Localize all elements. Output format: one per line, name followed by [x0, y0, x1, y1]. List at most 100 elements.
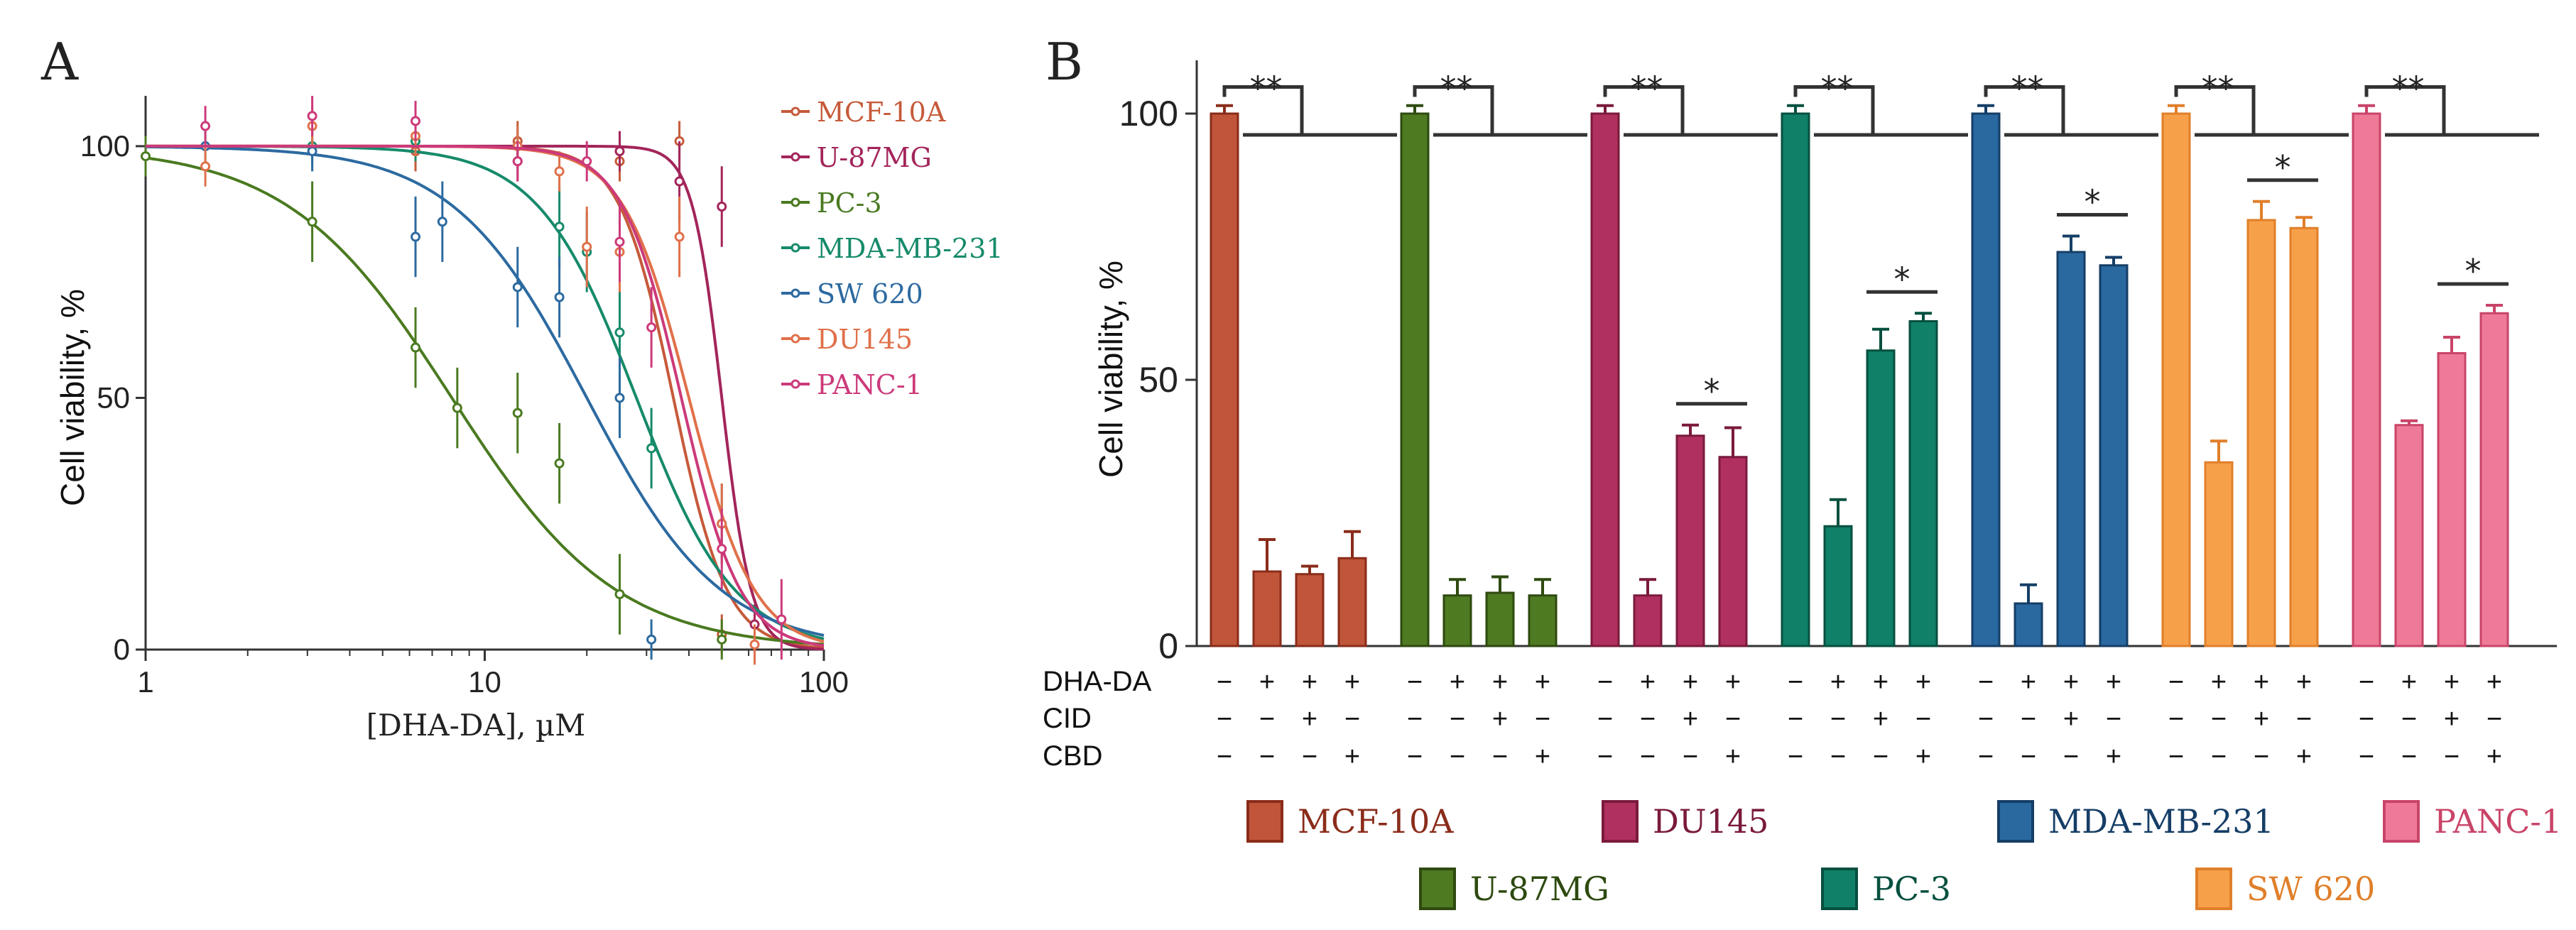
panel-b-condition-cbd-panc-1: − — [2401, 742, 2417, 772]
panel-b-condition-cid-u-87mg: + — [1492, 704, 1508, 734]
panel-a-legend-marker-panc-1 — [790, 379, 800, 389]
panel-b-condition-cbd-u-87mg: − — [1492, 742, 1508, 772]
panel-a-point-panc-1 — [614, 236, 625, 247]
panel-b-condition-cbd-u-87mg: + — [1535, 742, 1550, 772]
panel-a-legend-marker-sw-620 — [790, 288, 800, 298]
panel-b-bracket-mda-mb-231 — [1984, 85, 2065, 135]
panel-b-condition-cbd-u-87mg: − — [1407, 742, 1423, 772]
panel-b-condition-cbd-pc-3: − — [1788, 742, 1803, 772]
panel-b-condition-cid-pc-3: + — [1873, 704, 1888, 734]
panel-b-condition-cid-du145: − — [1640, 704, 1656, 734]
panel-b-sig-double-du145: ** — [1631, 70, 1663, 108]
panel-b-bar-mda-mb-231-3 — [2056, 251, 2086, 647]
panel-b-condition-dha-da-u-87mg: + — [1492, 667, 1508, 697]
panel-b-bracket-mcf-10a — [1222, 85, 1304, 135]
panel-b-bracket-u-87mg — [1413, 85, 1494, 135]
panel-a-point-pc-3 — [411, 342, 421, 353]
panel-b-condition-cbd-mcf-10a: − — [1217, 742, 1232, 772]
panel-b-bar-panc-1-2 — [2394, 424, 2424, 647]
panel-b-legend-label-mda-mb-231: MDA-MB-231 — [2048, 802, 2274, 841]
panel-a-legend-label-sw-620: SW 620 — [817, 278, 923, 310]
panel-b-condition-dha-da-panc-1: + — [2444, 667, 2460, 697]
panel-b-condition-cid-panc-1: − — [2401, 704, 2417, 734]
panel-a-y-axis-title: Cell viability, % — [54, 289, 91, 506]
panel-b-sig-double-mcf-10a: ** — [1250, 70, 1283, 108]
panel-b-condition-cid-panc-1: − — [2359, 704, 2374, 734]
panel-a-curve-sw-620 — [146, 145, 825, 637]
panel-a-point-du145 — [749, 639, 760, 650]
panel-b-letter: B — [1045, 32, 1083, 92]
panel-a-point-panc-1 — [200, 121, 211, 131]
panel-b-condition-dha-da-pc-3: − — [1788, 667, 1803, 697]
panel-a-point-panc-1 — [776, 614, 787, 625]
panel-a-point-panc-1 — [307, 111, 317, 121]
panel-a-x-tick-label: 1 — [137, 665, 153, 699]
panel-a-point-sw-620 — [614, 393, 625, 403]
panel-b-bar-panc-1-1 — [2352, 112, 2381, 647]
panel-b-bar-sw-620-3 — [2246, 219, 2276, 647]
panel-b-condition-cid-panc-1: − — [2487, 704, 2502, 734]
panel-b-y-tick-label: 100 — [1119, 94, 1178, 133]
panel-b-sig-single-pc-3: * — [1894, 260, 1911, 298]
panel-a-legend-label-pc-3: PC-3 — [817, 187, 882, 219]
panel-a-point-sw-620 — [512, 282, 523, 292]
panel-b-bar-pc-3-3 — [1866, 349, 1896, 647]
panel-b-condition-dha-da-pc-3: + — [1830, 667, 1846, 697]
panel-b-sig-single-du145: * — [1704, 372, 1720, 410]
panel-b-condition-cid-sw-620: − — [2296, 704, 2312, 734]
panel-b-bar-u-87mg-2 — [1442, 594, 1472, 647]
panel-a-plot: 0 50 100 1 10 100 — [80, 96, 849, 699]
panel-b-condition-cid-mcf-10a: − — [1344, 704, 1360, 734]
panel-a-legend-label-u-87mg: U-87MG — [817, 142, 932, 173]
panel-b-condition-cbd-du145: − — [1597, 742, 1613, 772]
panel-b-bar-u-87mg-1 — [1400, 112, 1430, 647]
panel-b-legend-swatch-sw-620 — [2195, 868, 2232, 910]
panel-b-condition-cbd-mda-mb-231: + — [2106, 742, 2121, 772]
panel-b-condition-cid-mda-mb-231: − — [1978, 704, 1994, 734]
panel-b-condition-dha-da-mda-mb-231: − — [1978, 667, 1994, 697]
panel-b-condition-dha-da-u-87mg: − — [1407, 667, 1423, 697]
panel-b-condition-dha-da-mda-mb-231: + — [2063, 667, 2079, 697]
panel-b-condition-cid-sw-620: − — [2211, 704, 2227, 734]
panel-b-bar-mda-mb-231-2 — [2013, 602, 2043, 647]
panel-b-legend-swatch-panc-1 — [2383, 800, 2420, 843]
panel-b-condition-cbd-sw-620: − — [2254, 742, 2269, 772]
panel-b-sig-single-sw-620: * — [2275, 148, 2291, 187]
panel-b-y-axis-title: Cell viability, % — [1092, 261, 1129, 478]
panel-a-point-sw-620 — [411, 231, 421, 242]
panel-b-condition-cbd-du145: + — [1725, 742, 1741, 772]
panel-b-sig-single-mda-mb-231: * — [2085, 183, 2101, 221]
panel-b-legend-swatch-u-87mg — [1419, 868, 1456, 910]
panel-b-bar-panc-1-3 — [2437, 352, 2467, 647]
panel-a-point-panc-1 — [646, 322, 657, 333]
panel-b-bar-mcf-10a-1 — [1210, 112, 1239, 647]
panel-b-condition-cbd-sw-620: + — [2296, 742, 2312, 772]
panel-b-condition-cid-du145: − — [1597, 704, 1613, 734]
panel-a-point-sw-620 — [646, 634, 657, 645]
panel-b-bar-mcf-10a-4 — [1337, 557, 1367, 647]
panel-b-legend-label-pc-3: PC-3 — [1872, 870, 1951, 908]
panel-b-condition-dha-da-mcf-10a: + — [1344, 667, 1360, 697]
panel-b-condition-cid-pc-3: − — [1915, 704, 1931, 734]
panel-b-condition-cid-mda-mb-231: − — [2106, 704, 2121, 734]
panel-b-condition-cid-panc-1: + — [2444, 704, 2460, 734]
panel-a-legend-label-mcf-10a: MCF-10A — [817, 97, 946, 128]
panel-a-legend-label-panc-1: PANC-1 — [817, 369, 923, 400]
panel-b-condition-cid-du145: + — [1683, 704, 1698, 734]
panel-b-condition-cbd-mcf-10a: − — [1302, 742, 1317, 772]
panel-b-bar-mda-mb-231-4 — [2099, 264, 2129, 647]
panel-b-condition-dha-da-sw-620: + — [2211, 667, 2227, 697]
panel-a-legend-marker-pc-3 — [790, 197, 800, 207]
panel-a-legend-label-mda-mb-231: MDA-MB-231 — [817, 233, 1004, 264]
panel-a-x-tick-label: 10 — [468, 665, 501, 699]
panel-a-x-tick-label: 100 — [799, 665, 849, 699]
panel-b-condition-cbd-mcf-10a: − — [1259, 742, 1275, 772]
panel-b-condition-dha-da-du145: + — [1683, 667, 1698, 697]
panel-b-bar-panc-1-4 — [2479, 312, 2509, 647]
panel-a-point-panc-1 — [512, 156, 523, 167]
panel-b-condition-cbd-du145: − — [1683, 742, 1698, 772]
panel-a-point-u-87mg — [717, 202, 727, 212]
panel-b-condition-cid-u-87mg: − — [1535, 704, 1550, 734]
